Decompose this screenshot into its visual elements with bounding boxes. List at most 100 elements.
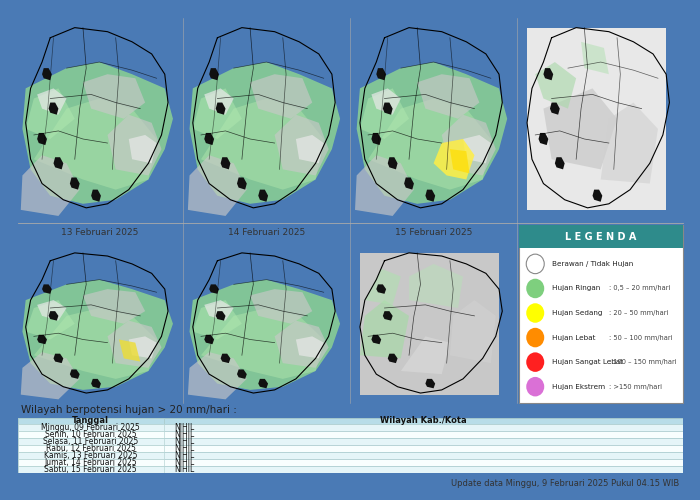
- Text: NIHIL: NIHIL: [174, 451, 194, 460]
- Bar: [18, 459, 164, 466]
- Text: Hujan Ringan: Hujan Ringan: [552, 286, 600, 292]
- Polygon shape: [42, 68, 52, 80]
- Bar: [18, 438, 682, 445]
- Polygon shape: [190, 280, 340, 390]
- Bar: [18, 459, 682, 466]
- Text: Rabu, 12 Februari 2025: Rabu, 12 Februari 2025: [46, 444, 136, 453]
- Polygon shape: [581, 42, 609, 74]
- Polygon shape: [538, 133, 548, 145]
- Polygon shape: [37, 133, 47, 145]
- Polygon shape: [450, 300, 496, 363]
- Polygon shape: [383, 311, 393, 320]
- Circle shape: [526, 352, 544, 372]
- Polygon shape: [365, 268, 401, 305]
- Polygon shape: [401, 336, 450, 374]
- Polygon shape: [220, 157, 230, 170]
- Polygon shape: [357, 62, 508, 204]
- Polygon shape: [383, 102, 393, 115]
- Polygon shape: [274, 114, 328, 176]
- Bar: [519, 225, 682, 248]
- Text: Sabtu, 15 Februari 2025: Sabtu, 15 Februari 2025: [44, 464, 137, 473]
- Polygon shape: [220, 354, 230, 363]
- Polygon shape: [193, 300, 242, 340]
- Polygon shape: [388, 354, 398, 363]
- Bar: [18, 466, 682, 472]
- Text: NIHIL: NIHIL: [174, 444, 194, 453]
- Polygon shape: [555, 157, 565, 170]
- Polygon shape: [355, 155, 414, 216]
- Circle shape: [526, 377, 544, 396]
- Polygon shape: [209, 68, 219, 80]
- Bar: [18, 431, 682, 438]
- Polygon shape: [426, 190, 435, 202]
- Text: : 20 – 50 mm/hari: : 20 – 50 mm/hari: [609, 310, 668, 316]
- Polygon shape: [70, 178, 80, 190]
- Text: NIHIL: NIHIL: [174, 437, 194, 446]
- Polygon shape: [201, 98, 323, 190]
- Polygon shape: [129, 336, 157, 358]
- Text: Jumat, 14 Februari 2025: Jumat, 14 Februari 2025: [44, 458, 137, 466]
- Polygon shape: [360, 253, 499, 394]
- Polygon shape: [204, 300, 234, 320]
- Polygon shape: [250, 74, 312, 118]
- Text: Update data Minggu, 9 Februari 2025 Pukul 04.15 WIB: Update data Minggu, 9 Februari 2025 Puku…: [451, 478, 679, 488]
- Polygon shape: [258, 190, 268, 202]
- Polygon shape: [601, 102, 658, 184]
- Polygon shape: [592, 190, 602, 202]
- Polygon shape: [372, 133, 382, 145]
- Polygon shape: [409, 264, 463, 308]
- Polygon shape: [201, 308, 323, 379]
- Polygon shape: [360, 300, 409, 358]
- Bar: [18, 445, 682, 452]
- Text: Hujan Lebat: Hujan Lebat: [552, 334, 595, 340]
- Text: NIHIL: NIHIL: [174, 424, 194, 432]
- Polygon shape: [37, 88, 66, 115]
- Polygon shape: [543, 68, 553, 80]
- Polygon shape: [377, 284, 386, 294]
- Polygon shape: [26, 300, 75, 340]
- Polygon shape: [70, 370, 80, 379]
- Polygon shape: [426, 379, 435, 388]
- Polygon shape: [250, 289, 312, 324]
- Polygon shape: [204, 335, 214, 344]
- Bar: [18, 445, 164, 452]
- Polygon shape: [48, 102, 58, 115]
- Text: 13 Februari 2025: 13 Februari 2025: [61, 228, 138, 237]
- Polygon shape: [22, 280, 173, 390]
- Polygon shape: [108, 114, 162, 176]
- Bar: [18, 438, 164, 445]
- Polygon shape: [204, 133, 214, 145]
- Polygon shape: [296, 135, 323, 164]
- Text: : 50 – 100 mm/hari: : 50 – 100 mm/hari: [609, 334, 673, 340]
- Polygon shape: [193, 88, 242, 139]
- Polygon shape: [543, 88, 617, 170]
- Polygon shape: [216, 311, 225, 320]
- Text: Tanggal: Tanggal: [72, 416, 109, 426]
- Polygon shape: [26, 88, 75, 139]
- Polygon shape: [91, 379, 101, 388]
- Polygon shape: [237, 370, 247, 379]
- Text: Hujan Sedang: Hujan Sedang: [552, 310, 602, 316]
- Circle shape: [526, 254, 544, 274]
- Polygon shape: [21, 155, 80, 216]
- Bar: [18, 466, 164, 472]
- Bar: [18, 424, 164, 431]
- Circle shape: [526, 328, 544, 347]
- Bar: [18, 452, 164, 459]
- Polygon shape: [372, 88, 401, 115]
- Text: NIHIL: NIHIL: [174, 430, 194, 439]
- Polygon shape: [188, 155, 247, 216]
- Polygon shape: [536, 62, 576, 108]
- Text: Senin, 10 Februari 2025: Senin, 10 Februari 2025: [45, 430, 136, 439]
- Polygon shape: [190, 62, 340, 204]
- Polygon shape: [527, 28, 666, 210]
- Polygon shape: [372, 335, 382, 344]
- Polygon shape: [216, 102, 225, 115]
- Bar: [18, 418, 682, 424]
- Text: NIHIL: NIHIL: [174, 458, 194, 466]
- Polygon shape: [404, 178, 414, 190]
- Polygon shape: [83, 74, 145, 118]
- Text: 15 Februari 2025: 15 Februari 2025: [395, 228, 472, 237]
- Polygon shape: [258, 379, 268, 388]
- Polygon shape: [119, 340, 140, 361]
